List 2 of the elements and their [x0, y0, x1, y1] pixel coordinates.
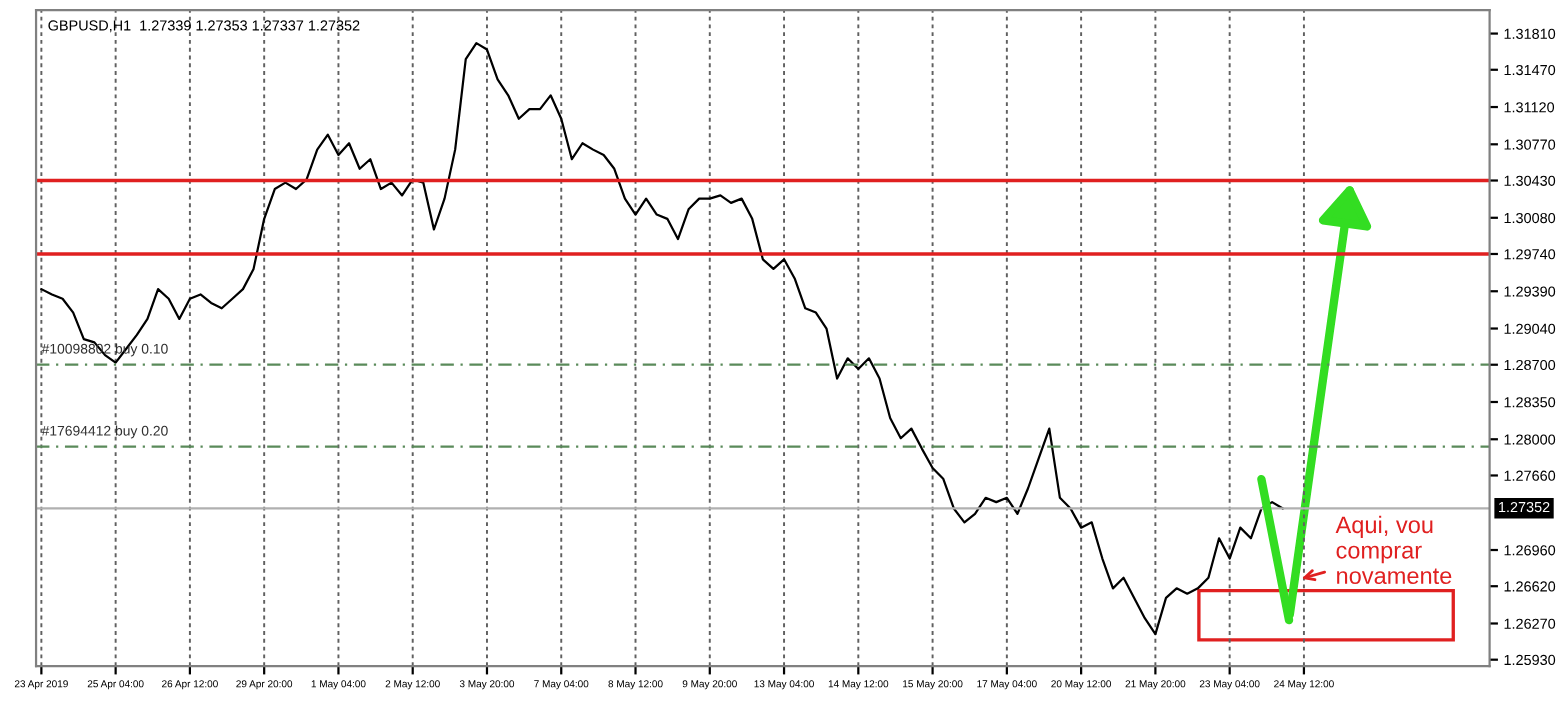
line-series [40, 42, 1284, 636]
annotation: Aqui, vou comprar novamente [1335, 515, 1452, 585]
